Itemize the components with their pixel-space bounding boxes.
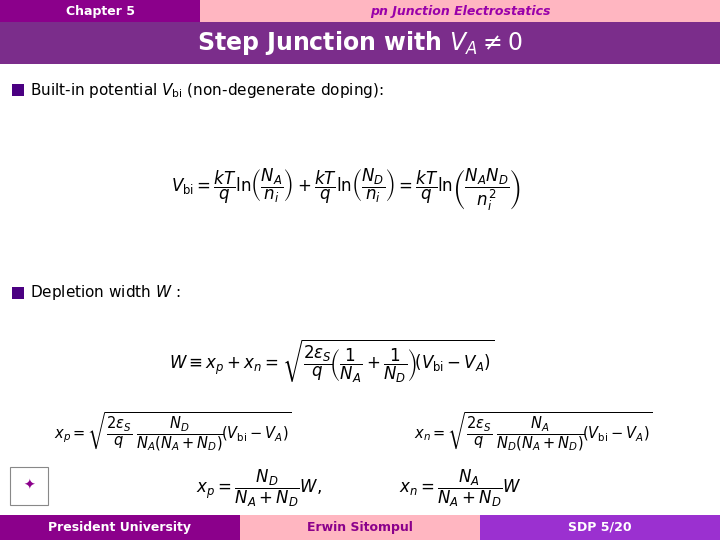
Text: President University: President University bbox=[48, 521, 192, 534]
Text: ✦: ✦ bbox=[23, 479, 35, 493]
Text: Built-in potential $V_{\mathrm{bi}}$ (non-degenerate doping):: Built-in potential $V_{\mathrm{bi}}$ (no… bbox=[30, 80, 384, 99]
Bar bbox=[480, 515, 720, 540]
Text: $W \equiv x_p + x_n = \sqrt{\dfrac{2\varepsilon_S}{q}\!\left(\dfrac{1}{N_A}+\dfr: $W \equiv x_p + x_n = \sqrt{\dfrac{2\var… bbox=[168, 338, 494, 386]
Text: Depletion width $W$ :: Depletion width $W$ : bbox=[30, 284, 181, 302]
Text: $x_n = \sqrt{\dfrac{2\varepsilon_S}{q}\;\dfrac{N_A}{N_D(N_A+N_D)}\!\left(V_{\mat: $x_n = \sqrt{\dfrac{2\varepsilon_S}{q}\;… bbox=[413, 410, 652, 453]
Text: $x_n = \dfrac{N_A}{N_A+N_D}W$: $x_n = \dfrac{N_A}{N_A+N_D}W$ bbox=[400, 467, 522, 509]
Bar bbox=[0, 0, 200, 22]
Text: $x_p = \sqrt{\dfrac{2\varepsilon_S}{q}\;\dfrac{N_D}{N_A(N_A+N_D)}\!\left(V_{\mat: $x_p = \sqrt{\dfrac{2\varepsilon_S}{q}\;… bbox=[54, 410, 292, 453]
Bar bbox=[0, 22, 720, 64]
Bar bbox=[240, 515, 480, 540]
Text: $x_p = \dfrac{N_D}{N_A+N_D}W,$: $x_p = \dfrac{N_D}{N_A+N_D}W,$ bbox=[196, 467, 323, 509]
Text: pn Junction Electrostatics: pn Junction Electrostatics bbox=[370, 4, 550, 17]
Text: SDP 5/20: SDP 5/20 bbox=[568, 521, 632, 534]
Text: Chapter 5: Chapter 5 bbox=[66, 4, 135, 17]
Bar bbox=[12, 84, 24, 96]
Bar bbox=[12, 287, 24, 299]
Bar bbox=[200, 0, 720, 22]
Bar bbox=[10, 467, 48, 505]
Text: Erwin Sitompul: Erwin Sitompul bbox=[307, 521, 413, 534]
Bar bbox=[0, 515, 240, 540]
Text: $V_{\mathrm{bi}} = \dfrac{kT}{q}\ln\!\left(\dfrac{N_A}{n_i}\right) + \dfrac{kT}{: $V_{\mathrm{bi}} = \dfrac{kT}{q}\ln\!\le… bbox=[171, 167, 521, 213]
Bar bbox=[0, 64, 720, 515]
Text: Step Junction with $V_A \neq 0$: Step Junction with $V_A \neq 0$ bbox=[197, 29, 523, 57]
